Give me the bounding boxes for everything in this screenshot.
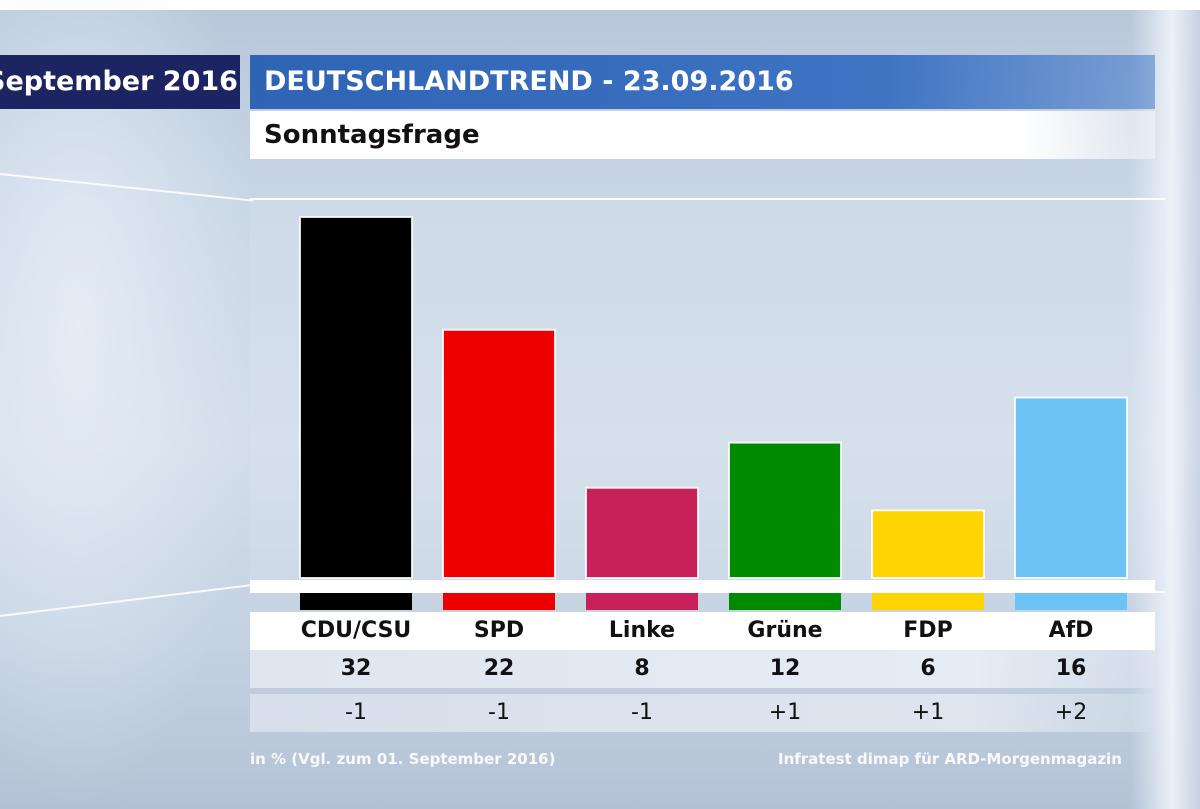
bar-linke (585, 486, 699, 579)
change-label-linke: -1 (631, 700, 653, 725)
value-label-fdp: 6 (920, 656, 936, 681)
top-border (0, 0, 1200, 10)
page-title: DEUTSCHLANDTREND - 23.09.2016 (250, 55, 1155, 109)
footnote: in % (Vgl. zum 01. September 2016) (250, 750, 556, 768)
value-label-afd: 16 (1055, 656, 1087, 681)
party-label-grne: Grüne (747, 618, 823, 643)
chart-subtitle: Sonntagsfrage (250, 111, 1155, 159)
change-label-afd: +2 (1054, 700, 1088, 725)
vote-share-row: 32 22 8 12 6 16 (250, 650, 1155, 688)
value-label-cducsu: 32 (340, 656, 372, 681)
background-glow (0, 0, 260, 809)
change-label-fdp: +1 (911, 700, 945, 725)
change-label-cducsu: -1 (345, 700, 367, 725)
party-label-linke: Linke (608, 618, 676, 643)
month-label: September 2016 (0, 55, 240, 109)
bar-cducsu (299, 216, 413, 579)
bar-base-grne (729, 593, 841, 610)
party-name-row: CDU/CSU SPD Linke Grüne FDP AfD (250, 612, 1155, 650)
bar-base-cducsu (300, 593, 412, 610)
party-label-cducsu: CDU/CSU (300, 618, 412, 643)
bar-base-spd (443, 593, 555, 610)
bar-grne (728, 441, 842, 579)
value-label-grne: 12 (769, 656, 801, 681)
bar-base-afd (1015, 593, 1127, 610)
value-label-spd: 22 (483, 656, 515, 681)
change-label-spd: -1 (488, 700, 510, 725)
change-label-grne: +1 (768, 700, 802, 725)
bar-base-fdp (872, 593, 984, 610)
value-label-linke: 8 (634, 656, 650, 681)
baseline-separator (250, 580, 1155, 593)
party-label-afd: AfD (1048, 618, 1094, 643)
bar-fdp (871, 509, 985, 579)
bar-afd (1014, 396, 1128, 579)
party-label-fdp: FDP (903, 618, 953, 643)
bar-base-linke (586, 593, 698, 610)
bar-spd (442, 328, 556, 579)
source-credit: Infratest dimap für ARD-Morgenmagazin (778, 750, 1122, 768)
change-row: -1 -1 -1 +1 +1 +2 (250, 694, 1155, 732)
party-label-spd: SPD (473, 618, 525, 643)
